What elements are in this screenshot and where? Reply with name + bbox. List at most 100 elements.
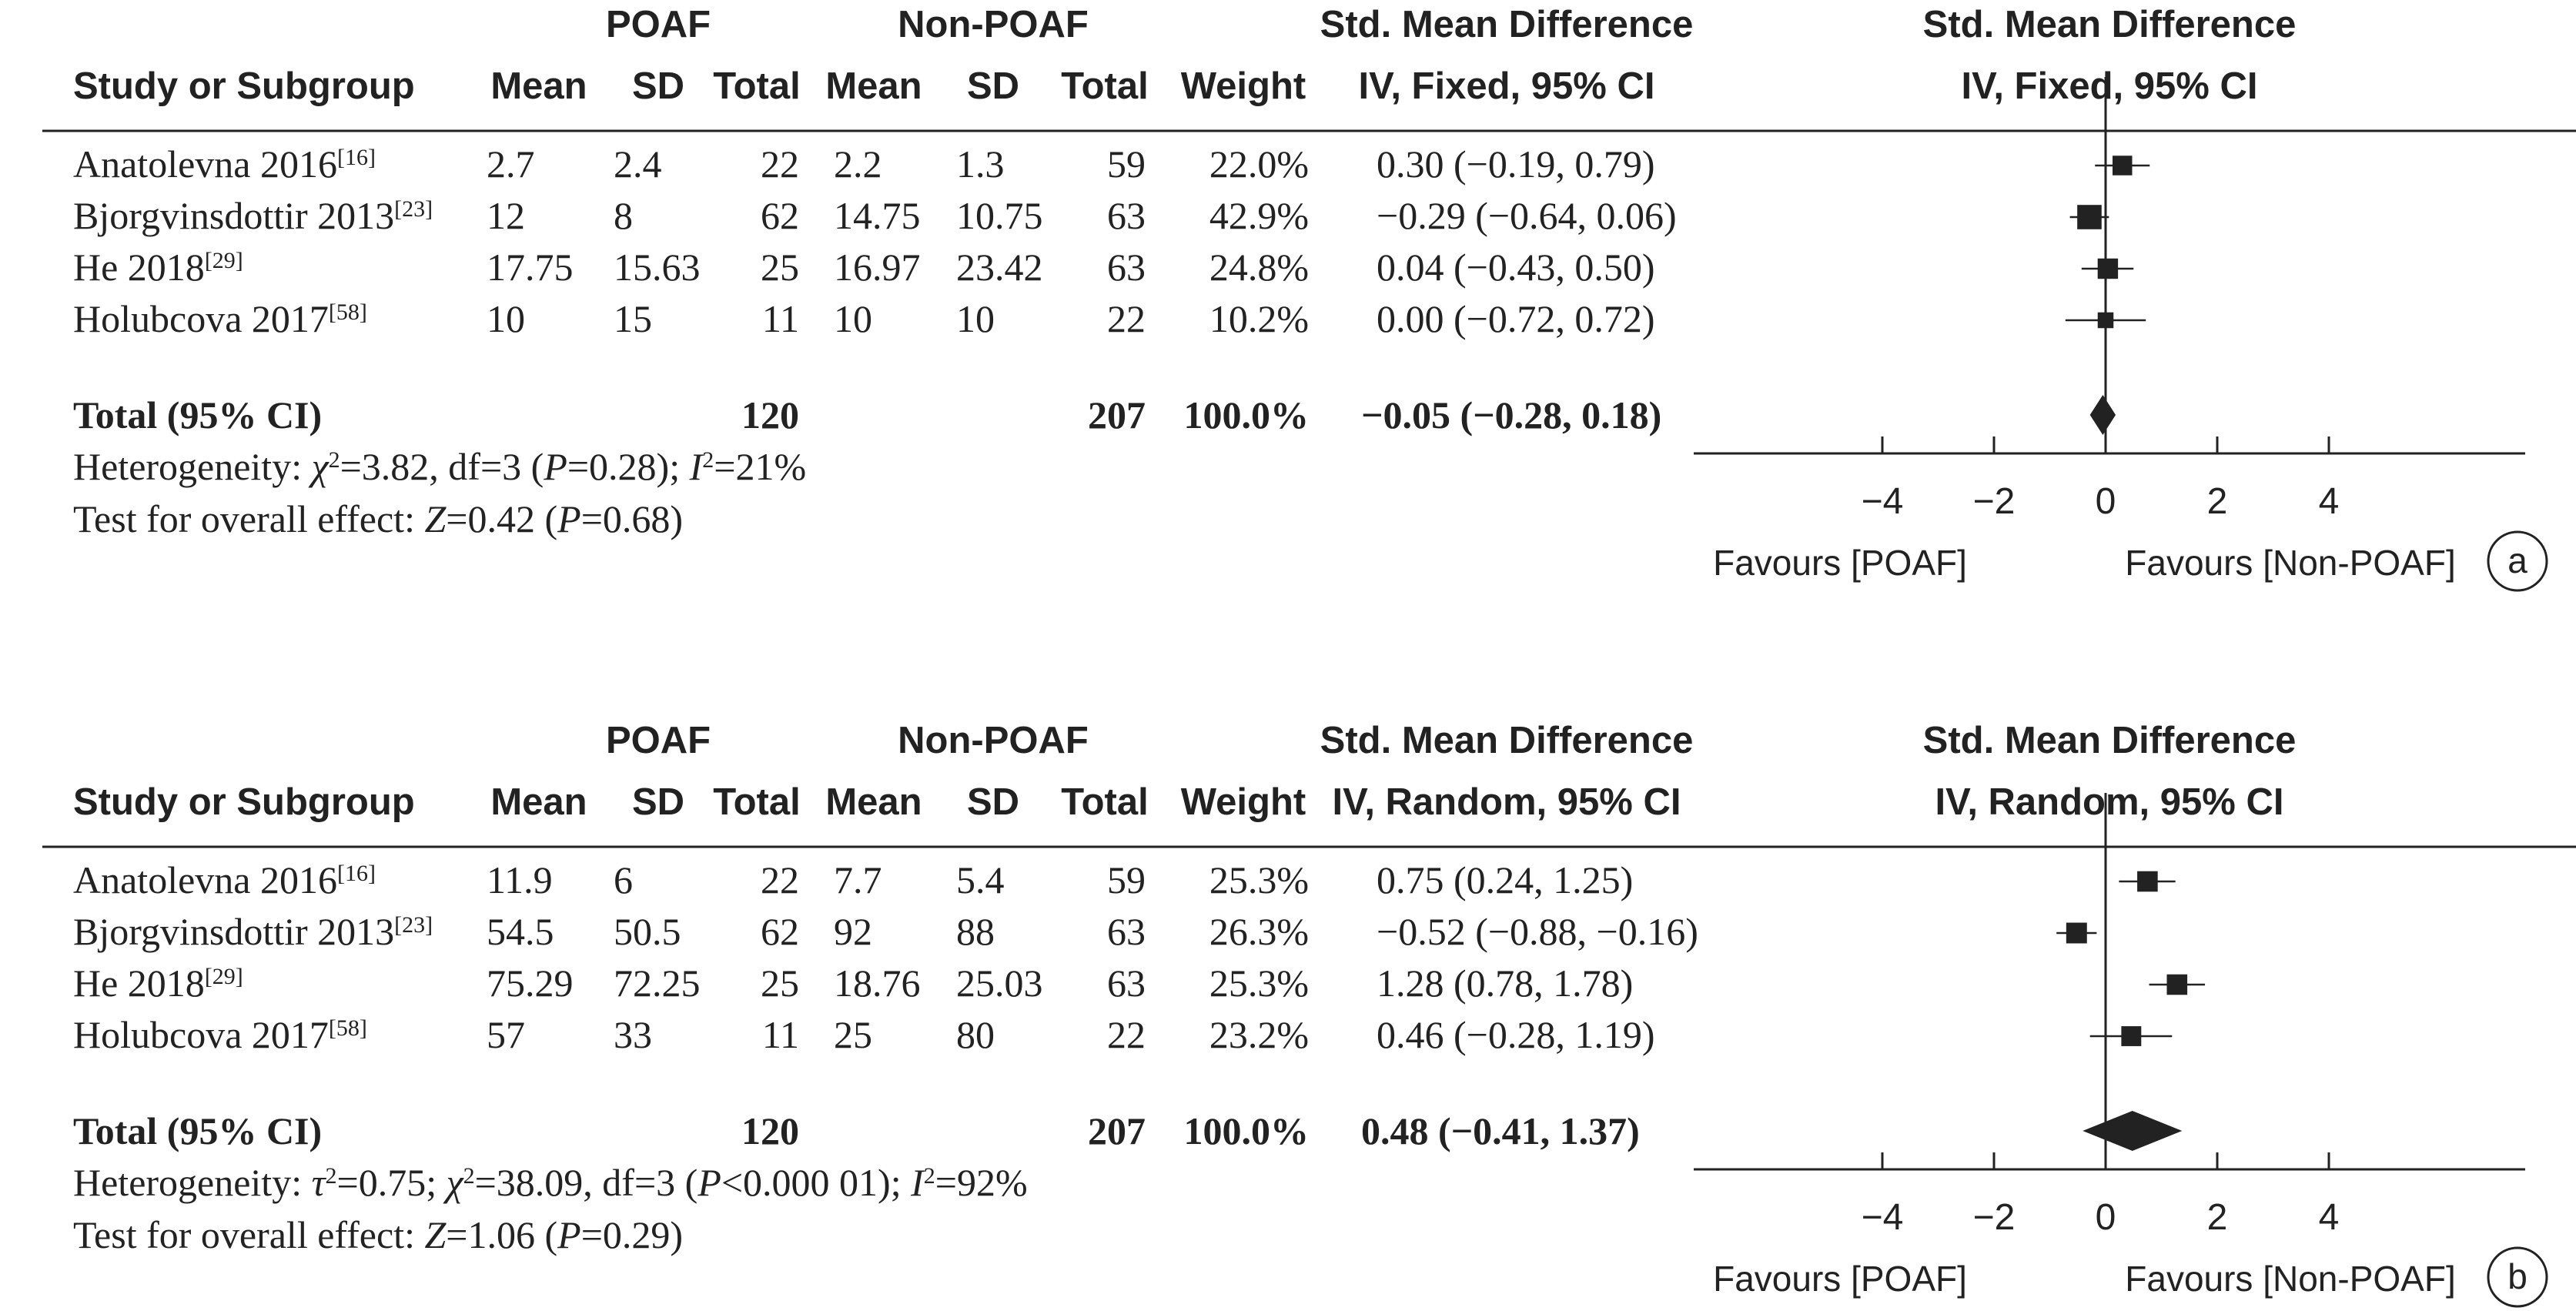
study-column-header: Study or Subgroup	[73, 781, 415, 823]
x-tick-label: 4	[2319, 481, 2340, 522]
non-poaf-total-header: Total	[1061, 65, 1148, 107]
non-poaf-total: 22	[1107, 1013, 1146, 1056]
poaf-total: 11	[762, 297, 799, 340]
study-weight: 42.9%	[1209, 194, 1309, 237]
poaf-total: 25	[761, 246, 799, 289]
effect-method-header: IV, Random, 95% CI	[1333, 781, 1681, 823]
study-weight: 10.2%	[1209, 297, 1309, 340]
study-name: He 2018[29]	[73, 962, 243, 1005]
poaf-mean-header: Mean	[490, 65, 587, 107]
effect-square	[2113, 156, 2133, 176]
study-weight: 25.3%	[1209, 858, 1309, 901]
non-poaf-mean: 16.97	[834, 246, 921, 289]
total-effect-ci: 0.48 (−0.41, 1.37)	[1361, 1109, 1640, 1152]
heterogeneity-text: Heterogeneity: χ2=3.82, df=3 (P=0.28); I…	[73, 445, 806, 488]
panel-label: b	[2507, 1256, 2527, 1296]
poaf-total: 22	[761, 858, 799, 901]
x-tick-label: 2	[2207, 1197, 2228, 1238]
poaf-mean: 11.9	[487, 858, 553, 901]
study-name: Bjorgvinsdottir 2013[23]	[73, 194, 433, 237]
favours-left-label: Favours [POAF]	[1713, 1259, 1967, 1299]
total-weight: 100.0%	[1184, 1109, 1310, 1152]
total-weight: 100.0%	[1184, 393, 1310, 436]
non-poaf-mean: 7.7	[834, 858, 882, 901]
non-poaf-sd: 23.42	[956, 246, 1043, 289]
non-poaf-sd: 25.03	[956, 962, 1043, 1005]
effect-column-title: Std. Mean Difference	[1320, 720, 1694, 761]
total-non-poaf-n: 207	[1088, 1109, 1146, 1152]
overall-effect-text: Test for overall effect: Z=1.06 (P=0.29)	[73, 1213, 683, 1256]
poaf-sd-header: SD	[632, 781, 684, 823]
x-tick-label: −4	[1862, 1197, 1904, 1238]
total-poaf-n: 120	[741, 1109, 799, 1152]
study-weight: 24.8%	[1209, 246, 1309, 289]
panel-label: a	[2507, 540, 2527, 580]
poaf-mean: 12	[487, 194, 525, 237]
study-name: Bjorgvinsdottir 2013[23]	[73, 910, 433, 953]
poaf-group-header: POAF	[606, 4, 711, 45]
total-label: Total (95% CI)	[73, 393, 322, 436]
overall-effect-text: Test for overall effect: Z=0.42 (P=0.68)	[73, 497, 683, 540]
poaf-mean-header: Mean	[490, 781, 587, 823]
plot-method-header: IV, Random, 95% CI	[1935, 781, 2284, 823]
study-weight: 23.2%	[1209, 1013, 1309, 1056]
effect-square	[2066, 922, 2087, 944]
poaf-sd: 15	[614, 297, 652, 340]
favours-left-label: Favours [POAF]	[1713, 543, 1967, 583]
panel-label-circle	[2487, 1246, 2548, 1308]
plot-title: Std. Mean Difference	[1923, 4, 2297, 45]
non-poaf-mean-header: Mean	[825, 65, 922, 107]
x-tick-label: 4	[2319, 1197, 2340, 1238]
poaf-total-header: Total	[713, 65, 800, 107]
poaf-group-header: POAF	[606, 720, 711, 761]
poaf-sd: 33	[614, 1013, 652, 1056]
poaf-sd: 8	[614, 194, 633, 237]
poaf-total: 11	[762, 1013, 799, 1056]
poaf-sd: 6	[614, 858, 633, 901]
study-weight: 25.3%	[1209, 962, 1309, 1005]
non-poaf-sd-header: SD	[967, 65, 1019, 107]
forest-panel-a: POAF Non-POAF Std. Mean Difference Std. Mea…	[42, 4, 2576, 592]
poaf-mean: 54.5	[487, 910, 554, 953]
non-poaf-sd: 1.3	[956, 142, 1005, 186]
weight-header: Weight	[1181, 781, 1306, 823]
non-poaf-sd-header: SD	[967, 781, 1019, 823]
poaf-total: 62	[761, 194, 799, 237]
study-effect-ci: 0.00 (−0.72, 0.72)	[1377, 297, 1655, 340]
non-poaf-mean: 92	[834, 910, 872, 953]
non-poaf-group-header: Non-POAF	[898, 4, 1089, 45]
poaf-sd: 2.4	[614, 142, 662, 186]
study-column-header: Study or Subgroup	[73, 65, 415, 107]
effect-square	[2097, 258, 2119, 279]
total-label: Total (95% CI)	[73, 1109, 322, 1152]
x-tick-label: 2	[2207, 481, 2228, 522]
x-tick-label: 0	[2096, 1197, 2116, 1238]
non-poaf-mean: 2.2	[834, 142, 882, 186]
effect-square	[2166, 974, 2188, 995]
poaf-total-header: Total	[713, 781, 800, 823]
poaf-sd-header: SD	[632, 65, 684, 107]
poaf-mean: 57	[487, 1013, 525, 1056]
favours-right-label: Favours [Non-POAF]	[2125, 1259, 2455, 1299]
heterogeneity-text: Heterogeneity: τ2=0.75; χ2=38.09, df=3 (…	[73, 1161, 1028, 1204]
effect-square	[2121, 1026, 2142, 1046]
study-effect-ci: −0.52 (−0.88, −0.16)	[1377, 910, 1698, 953]
total-poaf-n: 120	[741, 393, 799, 436]
non-poaf-mean-header: Mean	[825, 781, 922, 823]
study-name: Holubcova 2017[58]	[73, 1013, 367, 1056]
poaf-total: 62	[761, 910, 799, 953]
x-tick-label: 0	[2096, 481, 2116, 522]
poaf-sd: 72.25	[614, 962, 701, 1005]
study-weight: 26.3%	[1209, 910, 1309, 953]
non-poaf-sd: 80	[956, 1013, 995, 1056]
non-poaf-sd: 5.4	[956, 858, 1005, 901]
study-weight: 22.0%	[1209, 142, 1309, 186]
favours-right-label: Favours [Non-POAF]	[2125, 543, 2455, 583]
non-poaf-total: 59	[1107, 142, 1146, 186]
effect-method-header: IV, Fixed, 95% CI	[1359, 65, 1655, 107]
study-effect-ci: 0.75 (0.24, 1.25)	[1377, 858, 1633, 901]
study-effect-ci: 0.30 (−0.19, 0.79)	[1377, 142, 1655, 186]
non-poaf-total-header: Total	[1061, 781, 1148, 823]
x-tick-label: −4	[1862, 481, 1904, 522]
